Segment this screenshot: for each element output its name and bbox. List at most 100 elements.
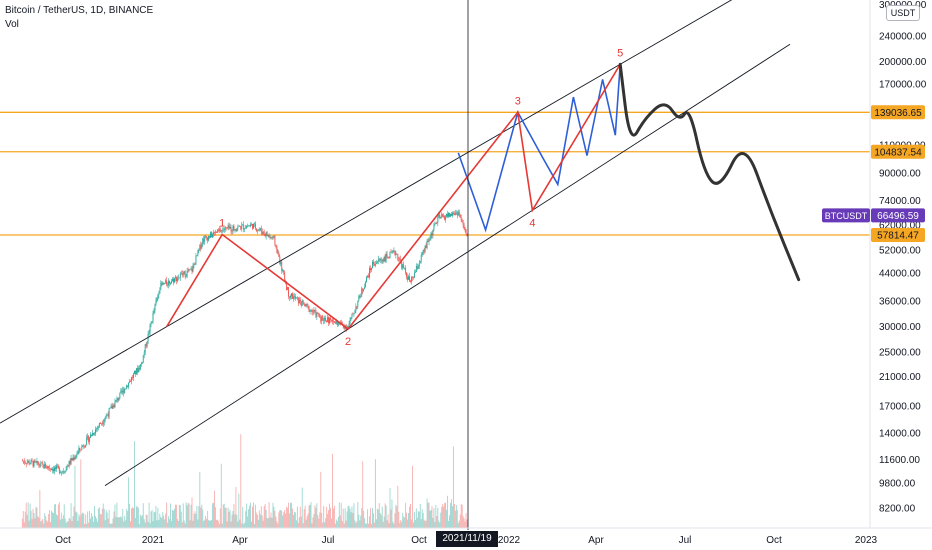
volume-bar [228,511,230,528]
candle-body [245,228,247,229]
candle-body [277,252,279,254]
volume-bar [334,523,336,528]
candle-body [274,236,276,245]
volume-bar [179,505,181,528]
volume-bar [240,434,242,528]
volume-bar [171,520,172,528]
volume-bar [86,523,88,528]
candle-body [137,367,139,373]
volume-bar [284,510,286,528]
candle-body [311,309,313,312]
candle-body [268,234,270,237]
volume-bar [62,515,64,528]
candle-body [396,253,398,255]
volume-bar [30,510,32,528]
candle-body [391,252,393,253]
volume-bar [80,459,82,528]
volume-bar [97,508,99,528]
candle-body [364,287,366,290]
price-tick-label: 30000.00 [879,322,921,333]
volume-bar [273,506,275,528]
candle-body [408,276,409,280]
price-tick-label: 240000.00 [879,32,927,43]
candle-body [377,259,379,262]
candle-body [184,271,186,277]
candle-body [171,281,172,284]
volume-bar [322,522,324,528]
candle-body [213,232,215,233]
volume-bar [415,508,417,528]
volume-bar [251,521,252,528]
time-axis[interactable]: Oct 2021 Apr Jul Oct 2022 Apr Jul Oct 2023 [0,527,932,546]
volume-bar [122,508,124,528]
candle-body [167,284,169,286]
volume-bar [306,516,308,528]
volume-bar [111,523,113,528]
candle-body [198,249,200,251]
volume-bar [416,517,418,528]
candle-body [368,275,370,278]
volume-bar [215,519,217,528]
candle-body [129,381,131,383]
wave-label-3: 3 [515,95,521,107]
candle-body [461,220,463,223]
volume-bar [139,514,141,528]
candle-body [262,231,264,235]
volume-bar [128,477,130,528]
candle-body [50,468,52,470]
candle-body [185,276,187,277]
volume-bar [55,514,57,528]
candle-body [449,212,450,217]
volume-bar [411,465,413,528]
volume-bar [376,508,378,528]
volume-bar [422,512,424,528]
price-tick-label: 9800.00 [879,479,916,490]
volume-bar [29,503,31,528]
candle-body [150,322,152,325]
volume-bar [360,515,362,528]
volume-bar [419,503,421,528]
candle-body [371,268,372,270]
volume-bar [44,513,46,528]
wave-label-1: 1 [219,218,225,230]
candle-body [292,296,294,299]
candle-body [42,462,44,465]
candle-body [139,364,141,370]
candle-body [24,462,26,464]
candle-body [440,217,442,218]
volume-bar [75,511,77,528]
volume-bar [369,516,370,528]
candle-body [93,433,94,435]
volume-bar [49,509,51,528]
candle-body [269,236,271,238]
volume-bar [386,520,388,528]
candle-body [266,232,268,236]
price-tick-label: 52000.00 [879,245,921,256]
volume-bar [21,518,23,528]
volume-bar [460,504,462,528]
candle-body [358,295,360,301]
volume-bar [249,505,251,528]
volume-bar [181,522,183,528]
candle-body [422,249,424,255]
volume-bar [378,503,380,528]
candle-body [297,297,299,304]
candle-body [295,297,297,299]
candle-body [138,367,140,370]
volume-bar [34,518,36,528]
volume-bar [137,507,139,528]
candle-body [38,464,40,466]
volume-bar [68,517,70,528]
candle-body [444,216,446,220]
volume-bar [205,515,207,528]
volume-bar [345,520,347,528]
currency-button[interactable]: USDT [886,5,920,21]
candle-body [72,457,74,461]
candle-body [84,446,86,448]
volume-bar [430,510,432,528]
candle-body [231,231,233,232]
volume-bar [40,521,42,528]
volume-bar [23,522,25,528]
volume-bar [307,513,309,528]
